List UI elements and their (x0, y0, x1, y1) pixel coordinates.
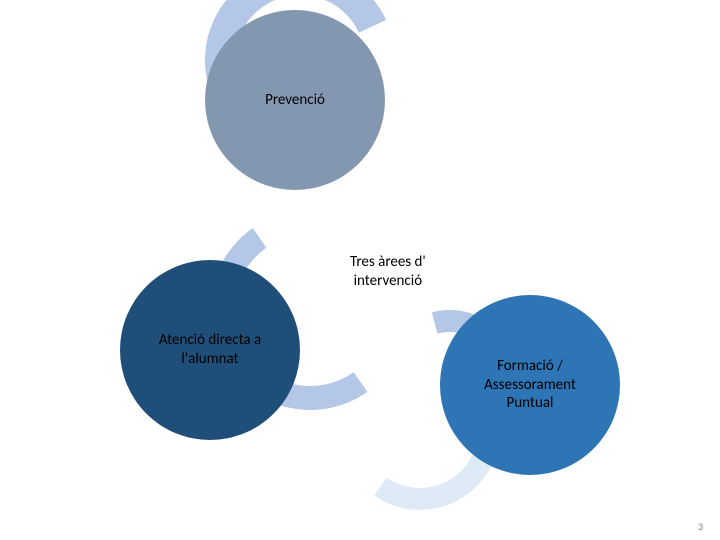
circle-label-top: Prevenció (257, 83, 333, 118)
circle-label-right: Formació / Assessorament Puntual (476, 349, 584, 421)
circle-label-left: Atenció directa a l'alumnat (151, 323, 269, 377)
page-number: 3 (698, 520, 703, 533)
circle-left: Atenció directa a l'alumnat (120, 260, 300, 440)
center-title: Tres àrees d' intervenció (350, 253, 426, 291)
circle-right: Formació / Assessorament Puntual (440, 295, 620, 475)
circle-top: Prevenció (205, 10, 385, 190)
